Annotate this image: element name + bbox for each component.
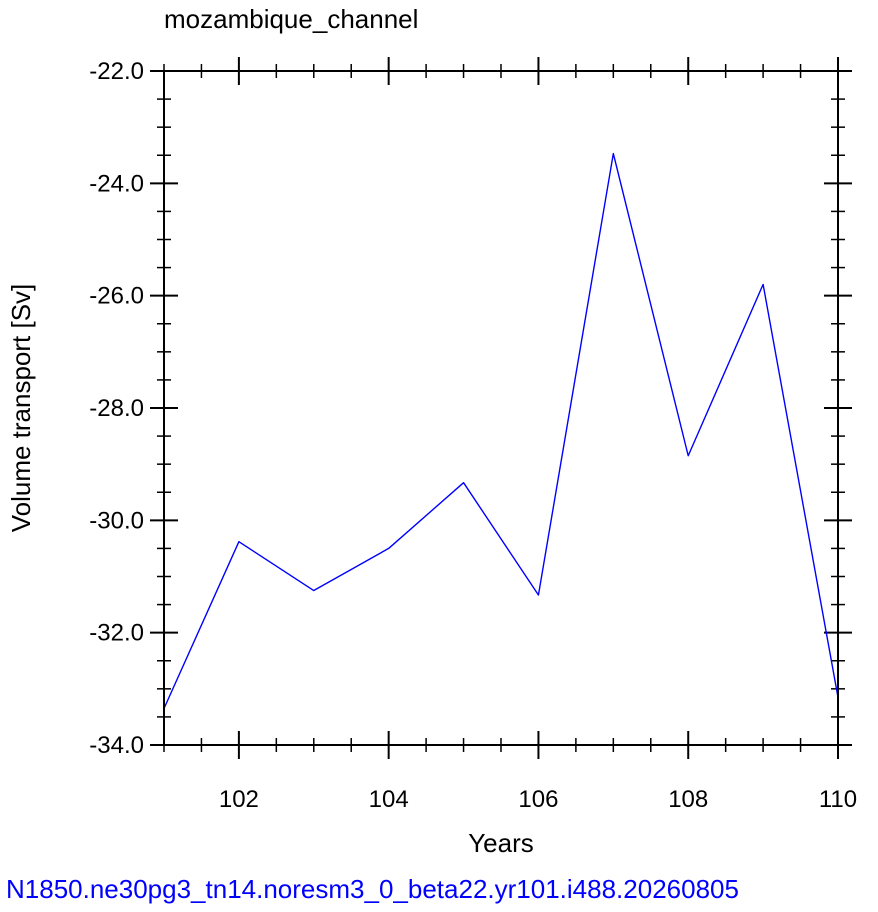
- x-tick-label: 110: [819, 786, 857, 813]
- y-tick-label: -28.0: [89, 395, 144, 422]
- x-axis-label: Years: [468, 828, 534, 858]
- series-line: [163, 152, 839, 709]
- y-tick-label: -26.0: [89, 283, 144, 310]
- x-tick-label: 108: [668, 786, 708, 813]
- y-tick-label: -30.0: [89, 507, 144, 534]
- y-tick-label: -34.0: [89, 732, 144, 759]
- plot-frame: [163, 70, 839, 746]
- x-tick-label: 104: [369, 786, 409, 813]
- y-axis-label: Volume transport [Sv]: [6, 284, 36, 533]
- y-tick-label: -22.0: [89, 58, 144, 85]
- x-tick-label: 106: [518, 786, 558, 813]
- footer-run-id: N1850.ne30pg3_tn14.noresm3_0_beta22.yr10…: [6, 874, 739, 904]
- chart-title: mozambique_channel: [164, 4, 418, 34]
- y-tick-label: -32.0: [89, 620, 144, 647]
- x-tick-label: 102: [219, 786, 259, 813]
- axis-ticks: [150, 57, 852, 759]
- x-tick-labels: 102 104 106 108 110: [219, 786, 857, 813]
- series-layer: [163, 152, 839, 709]
- y-tick-labels: -22.0 -24.0 -26.0 -28.0 -30.0 -32.0 -34.0: [89, 58, 144, 759]
- y-tick-label: -24.0: [89, 170, 144, 197]
